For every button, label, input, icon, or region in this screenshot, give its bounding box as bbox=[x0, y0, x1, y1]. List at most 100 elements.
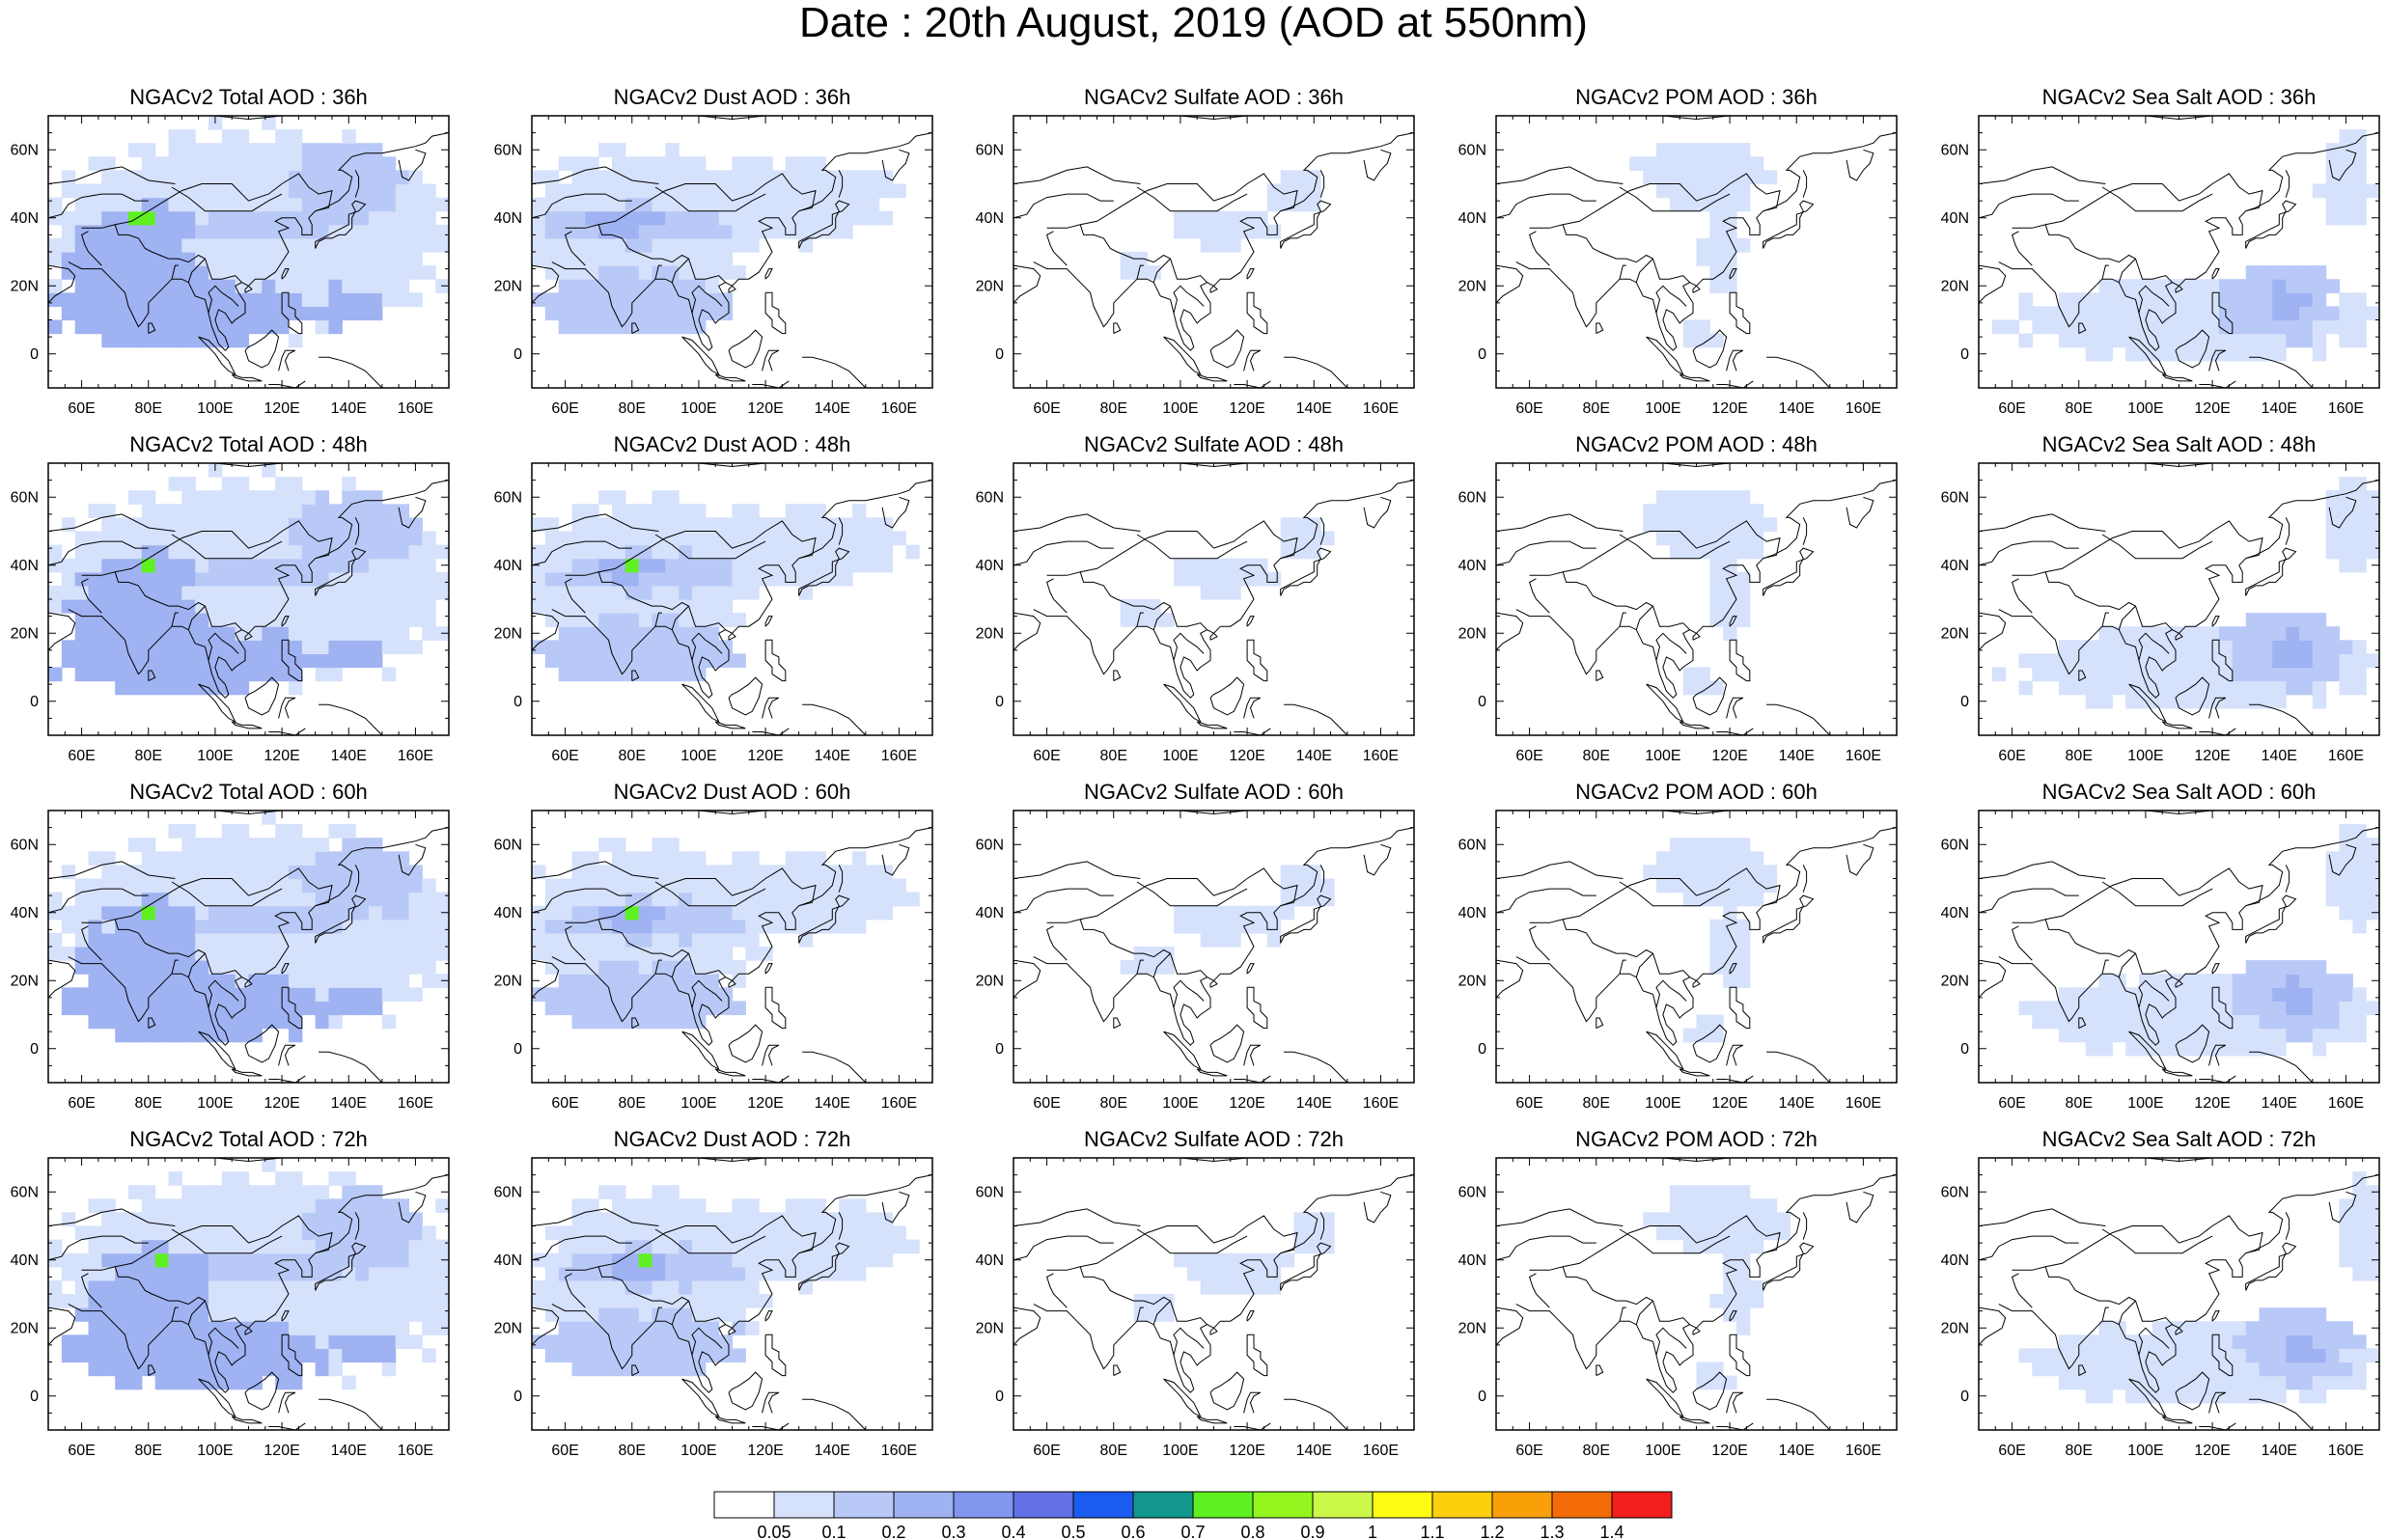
lon-tick-label: 140E bbox=[815, 748, 850, 764]
coastline bbox=[564, 925, 586, 961]
coastline bbox=[881, 149, 910, 181]
aod-cell bbox=[625, 156, 640, 171]
aod-cell bbox=[2286, 265, 2300, 280]
aod-cell bbox=[2232, 974, 2247, 988]
aod-cell bbox=[2165, 292, 2180, 307]
aod-cell bbox=[718, 197, 734, 212]
aod-cell bbox=[2245, 1361, 2261, 1377]
lon-tick-label: 80E bbox=[135, 748, 162, 764]
aod-cell bbox=[1682, 1028, 1698, 1043]
aod-cell bbox=[328, 517, 343, 533]
aod-cell bbox=[571, 1198, 586, 1213]
aod-cell bbox=[585, 1294, 599, 1308]
aod-cell bbox=[652, 851, 666, 866]
aod-cell bbox=[208, 947, 223, 961]
aod-cell bbox=[101, 252, 116, 266]
lat-tick-label: 60N bbox=[976, 837, 1004, 853]
aod-cell bbox=[101, 1239, 116, 1254]
aod-cell bbox=[248, 210, 263, 226]
lon-tick-label: 100E bbox=[2127, 1443, 2163, 1459]
aod-cell bbox=[2352, 210, 2367, 226]
lon-tick-label: 140E bbox=[331, 748, 367, 764]
coastline bbox=[2285, 1212, 2290, 1240]
aod-cell bbox=[2098, 292, 2113, 307]
coastline bbox=[2078, 322, 2087, 335]
aod-cell bbox=[585, 613, 599, 627]
aod-cell bbox=[435, 1279, 449, 1295]
aod-cell bbox=[141, 1321, 156, 1335]
aod-cell bbox=[625, 1307, 640, 1322]
aod-cell bbox=[289, 1361, 303, 1377]
aod-cell bbox=[181, 1239, 196, 1254]
aod-cell bbox=[732, 1348, 746, 1363]
aod-cell bbox=[544, 571, 560, 587]
aod-cell bbox=[315, 653, 330, 669]
aod-cell bbox=[2192, 333, 2207, 348]
aod-cell bbox=[154, 279, 170, 293]
aod-cell bbox=[315, 1294, 330, 1308]
aod-cell bbox=[612, 531, 626, 546]
aod-cell bbox=[262, 1307, 276, 1322]
coastline bbox=[2211, 639, 2234, 682]
aod-cell bbox=[154, 517, 170, 533]
aod-cell bbox=[1696, 680, 1710, 696]
aod-cell bbox=[289, 129, 303, 144]
lat-tick-label: 20N bbox=[1941, 625, 1969, 642]
aod-cell bbox=[1723, 544, 1737, 560]
aod-cell bbox=[1643, 517, 1657, 533]
aod-cell bbox=[2339, 197, 2353, 212]
aod-cell bbox=[128, 905, 143, 921]
aod-cell bbox=[625, 878, 640, 894]
aod-cell bbox=[248, 197, 263, 212]
aod-cell bbox=[128, 1028, 143, 1043]
tick-marks bbox=[1013, 462, 1415, 736]
aod-cell bbox=[342, 477, 356, 491]
aod-cell bbox=[2259, 987, 2273, 1002]
coastline bbox=[2128, 683, 2167, 724]
coastline bbox=[838, 865, 844, 893]
aod-cell bbox=[74, 279, 90, 293]
aod-cell bbox=[679, 1239, 693, 1254]
aod-cell bbox=[718, 585, 734, 600]
aod-cell bbox=[1723, 170, 1737, 185]
aod-cell bbox=[328, 987, 343, 1002]
aod-cell bbox=[115, 667, 129, 682]
coastline bbox=[1726, 1391, 1744, 1414]
aod-cell bbox=[154, 224, 170, 239]
aod-cell bbox=[422, 878, 436, 894]
lon-tick-label: 100E bbox=[2127, 1095, 2163, 1112]
aod-cell bbox=[2366, 878, 2379, 894]
aod-cell bbox=[408, 1279, 423, 1295]
aod-cell bbox=[571, 1001, 586, 1016]
lon-tick-label: 160E bbox=[881, 1443, 917, 1459]
aod-cell bbox=[128, 947, 143, 961]
aod-cell bbox=[128, 490, 143, 505]
aod-cell bbox=[48, 947, 63, 961]
aod-cell bbox=[74, 1348, 90, 1363]
aod-cell bbox=[2272, 1348, 2287, 1363]
aod-cell bbox=[679, 306, 693, 321]
aod-cell bbox=[301, 183, 317, 199]
coastline bbox=[1998, 480, 2379, 699]
aod-cell bbox=[2192, 306, 2207, 321]
lon-tick-label: 120E bbox=[1229, 1443, 1264, 1459]
aod-cell bbox=[408, 237, 423, 253]
aod-cell bbox=[718, 265, 734, 280]
aod-cell bbox=[585, 1252, 599, 1268]
aod-cell bbox=[395, 252, 410, 266]
aod-cell bbox=[422, 197, 436, 212]
aod-cell bbox=[262, 1239, 276, 1254]
aod-cell bbox=[235, 544, 250, 560]
aod-cell bbox=[2366, 1225, 2379, 1241]
lon-tick-label: 100E bbox=[1645, 1443, 1680, 1459]
aod-cell bbox=[718, 1225, 734, 1241]
coastline bbox=[315, 547, 367, 596]
aod-cell bbox=[745, 544, 760, 560]
coastline bbox=[2145, 463, 2280, 468]
aod-cell bbox=[1200, 1252, 1215, 1268]
lat-tick-label: 60N bbox=[1458, 489, 1486, 506]
aod-cell bbox=[88, 1361, 102, 1377]
aod-cell bbox=[732, 1252, 746, 1268]
